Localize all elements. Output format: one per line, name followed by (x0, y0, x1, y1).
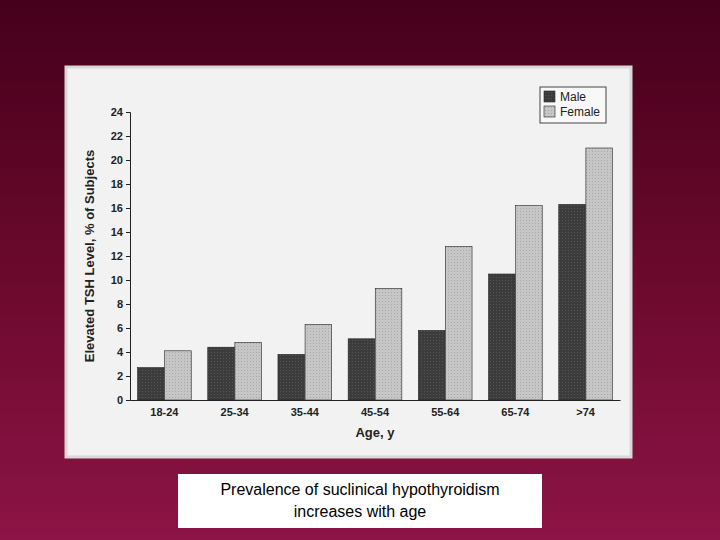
background (0, 0, 720, 540)
bar (559, 204, 586, 400)
y-tick: 6 (117, 322, 130, 334)
legend-label: Female (560, 105, 600, 119)
y-tick-label: 2 (117, 370, 123, 382)
y-tick-mark (126, 352, 130, 353)
x-tick-label: >74 (576, 406, 596, 418)
y-tick-label: 6 (117, 322, 123, 334)
y-tick: 16 (111, 202, 130, 214)
y-tick-label: 22 (111, 130, 123, 142)
x-axis-line (131, 400, 621, 401)
x-tick: 65-74 (501, 400, 530, 418)
y-tick-label: 10 (111, 274, 123, 286)
y-tick-label: 12 (111, 250, 123, 262)
x-axis-title: Age, y (355, 425, 395, 440)
x-tick-label: 65-74 (501, 406, 530, 418)
y-tick-mark (126, 160, 130, 161)
y-tick-label: 8 (117, 298, 123, 310)
bar (445, 246, 472, 400)
y-tick-mark (126, 280, 130, 281)
bar (375, 288, 402, 400)
y-tick: 12 (111, 250, 130, 262)
y-tick-mark (126, 208, 130, 209)
bar (489, 274, 516, 400)
x-tick-label: 25-34 (221, 406, 250, 418)
y-tick-label: 20 (111, 154, 123, 166)
y-tick-label: 4 (117, 346, 124, 358)
legend-swatch (544, 91, 555, 102)
y-tick: 10 (111, 274, 130, 286)
x-tick: >74 (576, 400, 596, 418)
y-axis-line (126, 113, 131, 401)
x-tick-label: 55-64 (431, 406, 460, 418)
y-tick: 22 (111, 130, 130, 142)
y-tick-mark (126, 400, 130, 401)
y-tick: 18 (111, 178, 130, 190)
chart-panel (66, 67, 631, 457)
bar (418, 330, 445, 400)
y-tick: 8 (117, 298, 130, 310)
y-tick-mark (126, 328, 130, 329)
x-tick-label: 35-44 (291, 406, 320, 418)
x-tick: 35-44 (291, 400, 320, 418)
x-tick: 55-64 (431, 400, 460, 418)
x-tick: 45-54 (361, 400, 390, 418)
x-tick: 18-24 (150, 400, 179, 418)
legend-item: Female (544, 105, 600, 119)
y-tick-mark (126, 376, 130, 377)
legend-label: Male (560, 90, 586, 104)
x-tick-label: 18-24 (150, 406, 179, 418)
bars (138, 148, 613, 400)
legend-box (540, 87, 606, 123)
y-tick-label: 0 (117, 394, 123, 406)
x-axis: 18-24 25-34 35-44 45-54 55-64 65-74 >74 (131, 400, 621, 418)
x-tick: 25-34 (221, 400, 250, 418)
y-tick: 24 (111, 106, 130, 118)
y-tick-mark (126, 136, 130, 137)
legend-item: Male (544, 90, 586, 104)
y-tick-label: 18 (111, 178, 123, 190)
legend-swatch (544, 106, 555, 117)
y-tick-mark (126, 184, 130, 185)
bar (235, 342, 262, 400)
y-tick-label: 16 (111, 202, 123, 214)
y-tick-mark (126, 256, 130, 257)
y-tick-mark (126, 232, 130, 233)
y-tick: 14 (111, 226, 130, 238)
y-tick: 2 (117, 370, 130, 382)
y-tick-label: 24 (111, 106, 124, 118)
y-tick: 20 (111, 154, 130, 166)
y-axis: 024681012141618202224 (111, 106, 131, 406)
bar (165, 351, 192, 400)
bar (138, 368, 165, 400)
y-tick-mark (126, 112, 130, 113)
bar (278, 354, 305, 400)
chart-svg: 02468101214161820222418-2425-3435-4445-5… (0, 0, 720, 540)
y-axis-title: Elevated TSH Level, % of Subjects (82, 150, 97, 362)
bar (208, 347, 235, 400)
bar (586, 148, 613, 400)
bar (516, 206, 543, 400)
bar (348, 339, 375, 400)
bar (305, 324, 332, 400)
y-tick-label: 14 (111, 226, 124, 238)
y-tick-mark (126, 304, 130, 305)
y-tick: 4 (117, 346, 130, 358)
x-tick-label: 45-54 (361, 406, 390, 418)
legend: MaleFemale (540, 87, 606, 123)
y-tick: 0 (117, 394, 130, 406)
caption: Prevalence of suclinical hypothyroidism … (178, 474, 542, 528)
